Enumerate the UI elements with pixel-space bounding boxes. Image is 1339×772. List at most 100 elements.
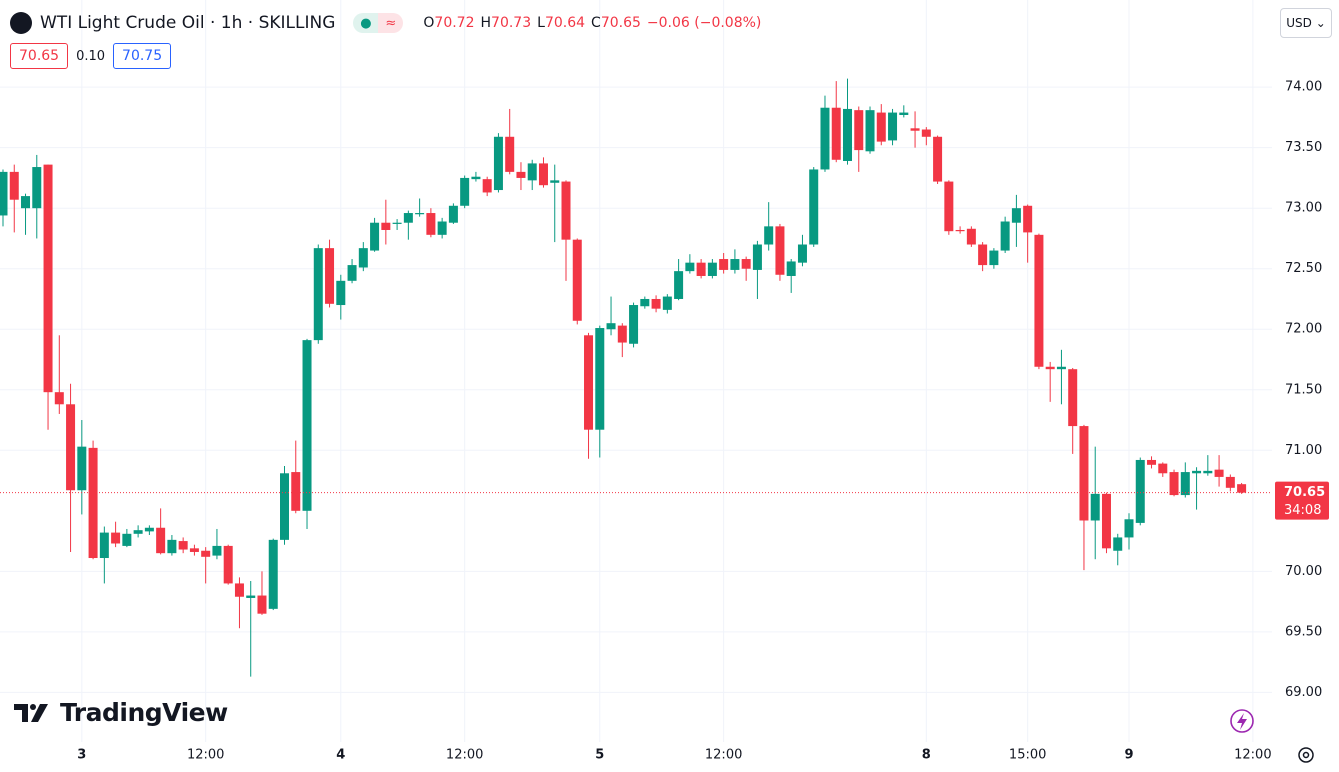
candle-body	[876, 112, 886, 142]
candle-body	[133, 530, 143, 534]
candle-body	[1158, 463, 1168, 474]
candle-body	[1056, 366, 1066, 370]
candle-body	[505, 136, 515, 172]
candle-body	[786, 261, 796, 276]
candle-body	[201, 550, 211, 557]
candle-body	[966, 228, 976, 245]
x-tick-label: 12:00	[1234, 748, 1271, 763]
candle-body	[764, 226, 774, 245]
logo-icon	[14, 703, 48, 722]
ohlc-value: 70.72	[434, 15, 475, 31]
currency: USD	[1286, 16, 1312, 30]
candle-body	[561, 181, 571, 240]
candle-body	[1237, 484, 1247, 493]
ask-button[interactable]: 70.75	[113, 43, 172, 69]
candle-body	[1124, 519, 1134, 538]
candle-body	[707, 262, 717, 276]
candle-body	[1011, 208, 1021, 223]
ohlc-item: C70.65	[591, 15, 641, 31]
candle-body	[99, 532, 109, 559]
candle-body	[88, 447, 98, 559]
candle-body	[1079, 426, 1089, 521]
candle-body	[234, 583, 244, 597]
candle-body	[1000, 221, 1010, 251]
spread: 0.10	[76, 48, 106, 64]
logo[interactable]: TradingView	[14, 698, 228, 727]
candle-body	[651, 298, 661, 309]
candle-body	[865, 110, 875, 152]
candle-body	[66, 404, 76, 491]
candle-body	[246, 595, 256, 598]
symbol-icon	[10, 12, 32, 34]
candle-body	[797, 244, 807, 263]
candle-body	[21, 196, 31, 209]
candle-body	[291, 472, 301, 511]
candle-body	[257, 595, 267, 614]
candle-body	[43, 164, 53, 393]
x-tick-label: 5	[595, 748, 604, 763]
bid-button[interactable]: 70.65	[10, 43, 69, 69]
candle-body	[0, 171, 8, 216]
candle-body	[313, 248, 323, 341]
candle-body	[392, 222, 402, 224]
candle-body	[268, 539, 278, 609]
candle-body	[775, 226, 785, 275]
candle-body	[336, 280, 346, 306]
status-badge[interactable]: ● ≈	[353, 13, 404, 33]
candle-body	[437, 221, 447, 235]
candle-body	[1113, 537, 1123, 551]
candle-body	[415, 213, 425, 215]
candle-body	[1192, 470, 1202, 474]
lightning-button[interactable]	[1230, 709, 1254, 733]
y-tick-label: 72.00	[1285, 322, 1322, 337]
candle-body	[820, 107, 830, 170]
settings-button[interactable]	[1298, 747, 1314, 763]
currency-dropdown[interactable]: USD ⌄	[1280, 8, 1332, 38]
ohlc-label: L	[537, 15, 545, 31]
ohlc-value: 70.64	[544, 15, 586, 31]
candle-body	[1214, 469, 1224, 477]
x-tick-label: 12:00	[705, 748, 742, 763]
ohlc-value: 70.65	[600, 15, 641, 31]
candle-body	[584, 335, 594, 430]
candle-body	[1147, 459, 1157, 465]
candle-body	[471, 176, 481, 180]
ohlc-value: 70.73	[491, 15, 532, 31]
candle-body	[629, 305, 639, 344]
candle-body	[381, 222, 391, 230]
x-tick-label: 9	[1124, 748, 1133, 763]
ohlc-values: O70.72 H70.73 L70.64 C70.65 −0.06 (−0.08%)	[423, 15, 761, 31]
candle-body	[178, 541, 188, 550]
candle-body	[741, 259, 751, 269]
candle-body	[989, 250, 999, 266]
ohlc-item: L70.64	[537, 15, 585, 31]
candle-body	[1090, 493, 1100, 521]
candle-body	[719, 259, 729, 270]
y-tick-label: 71.00	[1285, 443, 1322, 458]
symbol-title[interactable]: WTI Light Crude Oil · 1h · SKILLING	[40, 13, 336, 33]
candle-body	[482, 179, 492, 193]
candle-body	[167, 539, 177, 554]
candle-body	[403, 213, 413, 223]
candle-body	[978, 244, 988, 266]
x-tick-label: 8	[922, 748, 931, 763]
logo-text: TradingView	[60, 698, 228, 727]
candle-body	[302, 340, 312, 511]
candle-body	[944, 181, 954, 232]
y-tick-label: 70.00	[1285, 564, 1322, 579]
y-tick-label: 73.50	[1285, 140, 1322, 155]
y-tick-label: 74.00	[1285, 80, 1322, 95]
candle-body	[640, 298, 650, 307]
candle-body	[460, 177, 470, 206]
candle-body	[910, 128, 920, 131]
candle-body	[1203, 470, 1213, 474]
y-tick-label: 73.00	[1285, 201, 1322, 216]
ohlc-label: C	[591, 15, 601, 31]
market-open-dot: ●	[353, 13, 379, 33]
candle-body	[606, 323, 616, 330]
ohlc-label: H	[480, 15, 492, 31]
candle-body	[572, 239, 582, 321]
y-tick-label: 71.50	[1285, 382, 1322, 397]
quote: 70.65 0.10 70.75	[10, 43, 172, 69]
